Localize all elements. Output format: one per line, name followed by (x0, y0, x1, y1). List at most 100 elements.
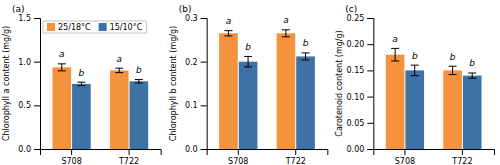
marks (219, 30, 315, 149)
bar (219, 33, 238, 149)
y-tick: 0.0 (185, 145, 207, 154)
x-axis-line (41, 150, 162, 156)
y-tick: 0.20 (347, 40, 374, 49)
error-bar (58, 64, 66, 71)
bar (277, 33, 296, 149)
error-bar (391, 48, 399, 61)
bar (72, 84, 91, 149)
error-line (228, 31, 229, 36)
y-tick-mark (201, 62, 207, 63)
error-bar (115, 68, 123, 72)
error-cap (302, 52, 310, 53)
error-cap (468, 73, 476, 74)
x-tick-mark (238, 149, 239, 155)
legend-swatch (47, 23, 55, 31)
error-cap (244, 56, 252, 57)
error-cap (244, 66, 252, 67)
error-bar (224, 31, 232, 36)
bar (443, 70, 462, 149)
y-tick-mark (34, 105, 40, 106)
annotations: aabb (226, 15, 309, 52)
letter-label: a (392, 34, 398, 44)
x-axis-line (207, 150, 328, 156)
y-tick-label: 0.00 (347, 145, 365, 154)
error-line (61, 64, 62, 71)
x-tick-label: T722 (451, 157, 472, 165)
error-line (81, 82, 82, 85)
bar (130, 81, 149, 149)
series (52, 64, 128, 149)
x-axis-line (374, 150, 495, 156)
y-tick-label: 0.15 (347, 66, 365, 75)
bar (405, 70, 424, 149)
y-tick-mark (201, 149, 207, 150)
y-tick: 0.25 (347, 14, 374, 23)
bar (52, 67, 71, 149)
y-tick-label: 0.1 (185, 101, 198, 110)
bar (110, 70, 129, 149)
x-tick-label: S708 (61, 157, 81, 165)
x-tick-mark (404, 149, 405, 155)
y-axis: 0.00 0.05 0.10 0.15 0.20 0.25 (347, 14, 374, 154)
y-tick: 0.1 (185, 101, 207, 110)
y-tick: 0.00 (347, 145, 374, 154)
y-tick-mark (34, 149, 40, 150)
y-tick: 0.3 (185, 14, 207, 23)
error-bar (77, 82, 85, 85)
y-tick-mark (367, 149, 373, 150)
chart: 0.00.51.01.5S708T722aabbChlorophyll a co… (0, 0, 500, 165)
error-cap (449, 74, 457, 75)
annotations: abbb (392, 34, 475, 69)
y-tick-mark (34, 62, 40, 63)
legend-swatch (99, 23, 107, 31)
y-axis: 0.00.51.01.5 (18, 14, 40, 154)
error-cap (115, 72, 123, 73)
letter-label: a (59, 49, 65, 59)
y-tick: 0.10 (347, 93, 374, 102)
marks (386, 48, 482, 149)
annotations: aabb (59, 49, 142, 77)
letter-label: b (412, 51, 418, 61)
error-cap (282, 36, 290, 37)
y-tick: 1.5 (18, 14, 40, 23)
y-axis-title: Carotenoid content (mg/g) (335, 30, 344, 136)
letter-label: a (226, 16, 232, 26)
error-bar (282, 30, 290, 37)
y-tick-mark (367, 97, 373, 98)
x-tick: S708 (228, 149, 248, 165)
y-axis-title: Chlorophyll b content (mg/g) (169, 26, 178, 141)
x-tick-mark (71, 149, 72, 155)
y-tick: 1.0 (18, 58, 40, 67)
y-tick-label: 0.0 (185, 145, 198, 154)
error-bar (302, 53, 310, 60)
x-tick-label: T722 (285, 157, 306, 165)
error-cap (411, 75, 419, 76)
x-tick: T722 (285, 149, 306, 165)
error-cap (77, 85, 85, 86)
y-axis-line (201, 19, 208, 150)
x-tick-mark (295, 149, 296, 155)
panel-label: (a) (12, 4, 25, 14)
y-tick-mark (367, 70, 373, 71)
error-line (414, 65, 415, 75)
legend-label: 15/10°C (110, 23, 143, 32)
error-cap (224, 30, 232, 31)
error-cap (224, 35, 232, 36)
y-axis-title: Chlorophyll a content (mg/g) (2, 26, 11, 141)
error-line (395, 48, 396, 61)
series (405, 65, 481, 149)
y-tick: 0.05 (347, 119, 374, 128)
error-cap (58, 70, 66, 71)
x-tick-label: T722 (118, 157, 139, 165)
y-tick-mark (201, 18, 207, 19)
bar (239, 62, 258, 149)
y-tick: 0.15 (347, 66, 374, 75)
y-tick: 0.2 (185, 58, 207, 67)
error-line (452, 66, 453, 74)
y-tick: 0.0 (18, 145, 40, 154)
error-bar (244, 56, 252, 66)
letter-label: a (116, 54, 122, 64)
error-cap (411, 65, 419, 66)
y-tick-label: 0.2 (185, 58, 198, 67)
error-line (248, 56, 249, 66)
